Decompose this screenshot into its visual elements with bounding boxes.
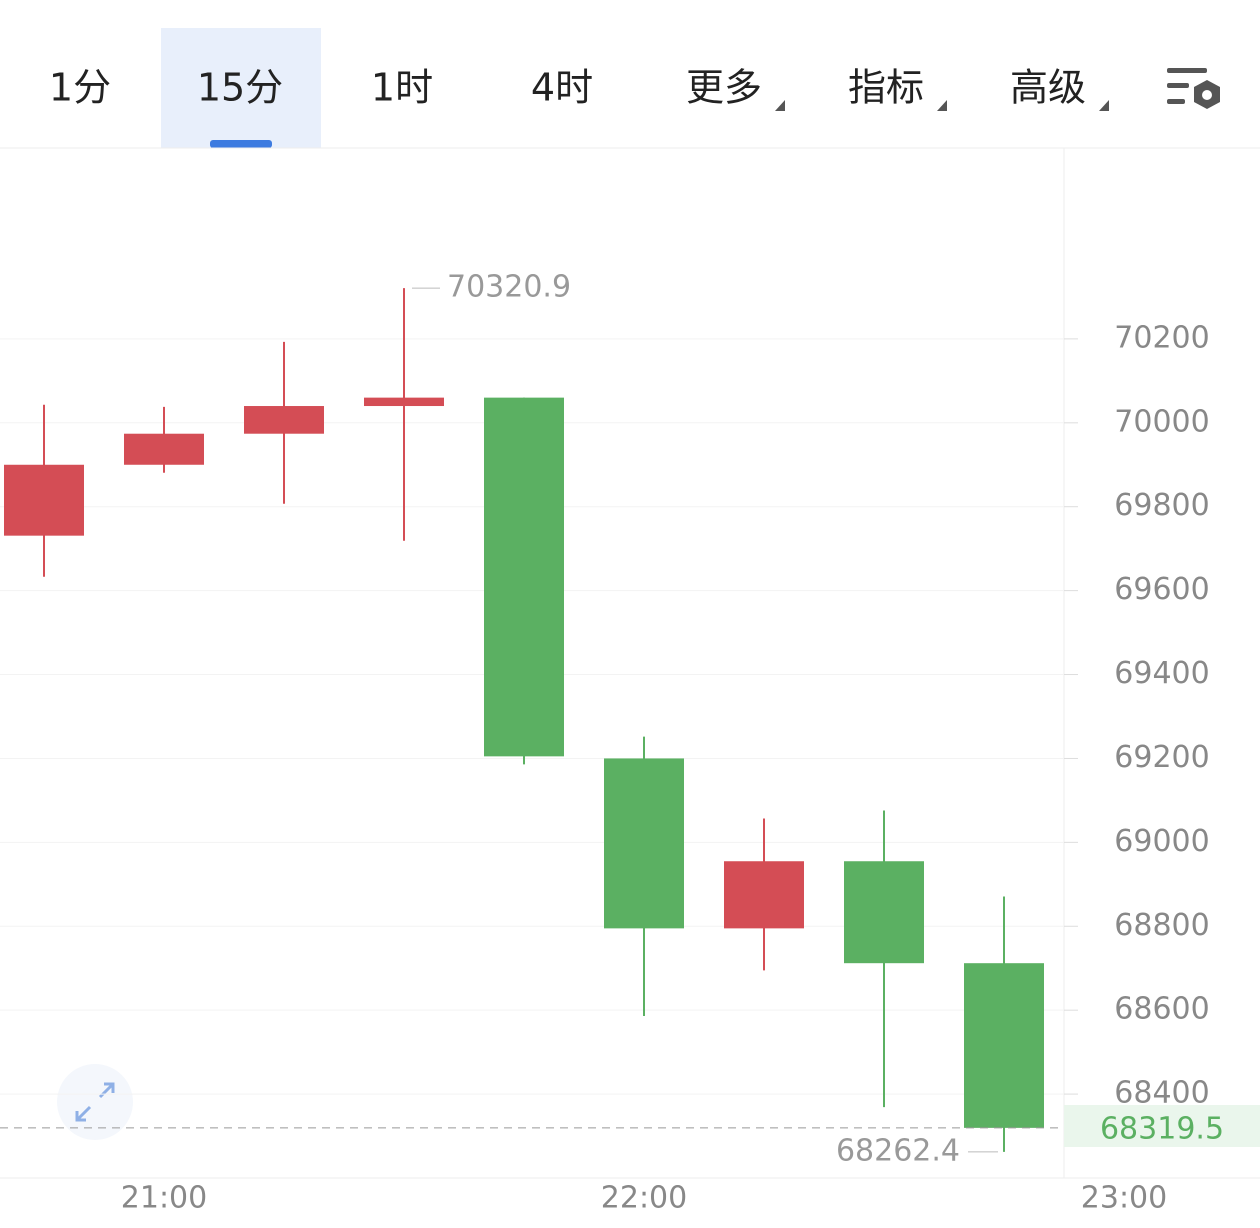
y-tick-label: 69400: [1114, 656, 1209, 691]
candle-body: [724, 861, 804, 929]
tab[interactable]: 4时: [531, 66, 593, 110]
active-tab-bg: [161, 28, 321, 148]
x-tick-label: 21:00: [121, 1181, 207, 1216]
y-tick-label: 69600: [1114, 572, 1209, 607]
y-tick-label: 70200: [1114, 320, 1209, 355]
active-tab-indicator: [210, 140, 272, 148]
last-price-bg: [1064, 1105, 1260, 1147]
candle-body: [964, 963, 1044, 1128]
candle-body: [244, 406, 324, 434]
expand-button[interactable]: [57, 1064, 133, 1140]
settings-icon[interactable]: [1167, 68, 1220, 109]
candle-body: [604, 758, 684, 929]
dropdown-caret: [937, 100, 947, 111]
candle-body: [4, 464, 84, 536]
high-marker-label: 70320.9: [447, 270, 571, 305]
tab[interactable]: 1分: [49, 66, 111, 110]
tab[interactable]: 1时: [371, 66, 433, 110]
tab[interactable]: 指标: [848, 66, 924, 110]
y-tick-label: 68800: [1114, 908, 1209, 943]
dropdown-caret: [1099, 100, 1109, 111]
tab[interactable]: 15分: [197, 66, 283, 110]
candle-body: [124, 433, 204, 465]
y-tick-label: 70000: [1114, 404, 1209, 439]
dropdown-caret: [775, 100, 785, 111]
candle-body: [484, 397, 564, 757]
y-tick-label: 68400: [1114, 1076, 1209, 1111]
last-price-label: 68319.5: [1100, 1111, 1224, 1146]
low-marker-label: 68262.4: [836, 1133, 960, 1168]
y-tick-label: 68600: [1114, 992, 1209, 1027]
x-tick-label: 23:00: [1081, 1181, 1167, 1216]
tab-bar: 1分 15分 1时 4时 更多 指标 高级: [49, 66, 1109, 111]
x-tick-label: 22:00: [601, 1181, 687, 1216]
candle-body: [364, 397, 444, 407]
y-tick-label: 69200: [1114, 740, 1209, 775]
tab[interactable]: 更多: [686, 66, 762, 110]
y-tick-label: 69000: [1114, 824, 1209, 859]
y-tick-label: 69800: [1114, 488, 1209, 523]
candle-body: [844, 861, 924, 964]
tab[interactable]: 高级: [1010, 66, 1086, 110]
